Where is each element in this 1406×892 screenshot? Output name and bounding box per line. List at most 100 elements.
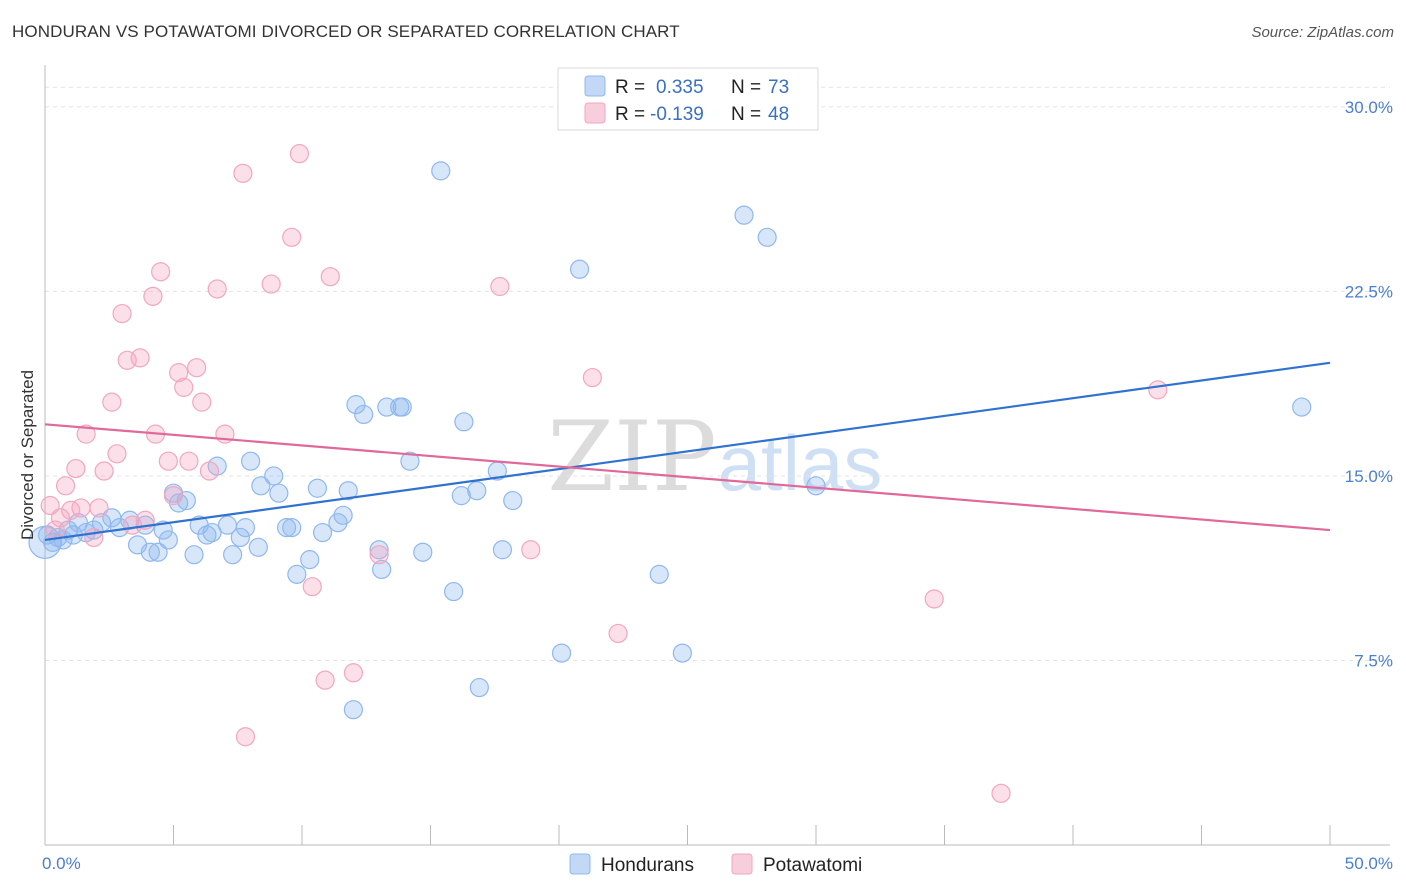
honduran-point-66 xyxy=(649,564,669,584)
potawatomi-point-13 xyxy=(112,303,132,324)
honduran-point-46 xyxy=(354,404,374,425)
potawatomi-point-33 xyxy=(261,274,281,294)
potawatomi-point-21 xyxy=(158,451,178,471)
legend-n-value-hondurans: 73 xyxy=(768,77,789,98)
honduran-point-15 xyxy=(140,542,160,562)
potawatomi-point-39 xyxy=(343,663,363,683)
honduran-point-62 xyxy=(503,490,523,511)
honduran-point-56 xyxy=(451,486,471,506)
honduran-point-57 xyxy=(454,412,474,432)
honduran-point-17 xyxy=(153,520,173,540)
potawatomi-point-20 xyxy=(151,262,171,282)
honduran-point-24 xyxy=(197,525,217,545)
potawatomi-point-12 xyxy=(107,444,127,464)
bottom-legend-label-potawatomi: Potawatomi xyxy=(763,855,862,876)
honduran-point-40 xyxy=(307,478,328,498)
potawatomi-point-11 xyxy=(102,392,122,412)
potawatomi-point-24 xyxy=(174,377,194,397)
honduran-point-72 xyxy=(28,525,62,559)
potawatomi-point-41 xyxy=(490,276,510,297)
potawatomi-point-9 xyxy=(89,498,109,518)
honduran-point-51 xyxy=(392,397,412,417)
bottom-legend-swatch-potawatomi xyxy=(731,853,753,875)
honduran-point-31 xyxy=(241,451,261,471)
potawatomi-point-31 xyxy=(233,163,253,183)
bottom-legend-swatch-hondurans xyxy=(569,853,591,875)
potawatomi-point-6 xyxy=(71,498,91,518)
legend-r-value-potawatomi: -0.139 xyxy=(650,104,704,125)
honduran-point-43 xyxy=(333,505,353,525)
honduran-point-35 xyxy=(269,483,289,503)
legend-r-label-potawatomi: R = xyxy=(615,104,645,125)
chart-title: HONDURAN VS POTAWATOMI DIVORCED OR SEPAR… xyxy=(12,22,680,41)
y-tick-label-0: 7.5% xyxy=(1354,651,1393,670)
watermark-atlas: atlas xyxy=(718,419,883,507)
potawatomi-point-43 xyxy=(582,367,603,388)
potawatomi-point-15 xyxy=(122,515,142,535)
potawatomi-point-40 xyxy=(369,545,389,565)
honduran-point-18 xyxy=(158,530,178,550)
honduran-point-30 xyxy=(235,518,256,538)
honduran-point-65 xyxy=(569,259,590,279)
honduran-point-28 xyxy=(223,545,243,565)
potawatomi-point-34 xyxy=(282,227,302,247)
honduran-point-33 xyxy=(251,476,271,496)
honduran-point-41 xyxy=(312,522,333,543)
potawatomi-point-16 xyxy=(130,348,150,368)
honduran-point-64 xyxy=(551,643,572,663)
bottom-legend-label-hondurans: Hondurans xyxy=(601,855,694,876)
honduran-point-37 xyxy=(282,518,302,538)
honduran-point-58 xyxy=(467,481,487,501)
honduran-point-34 xyxy=(264,466,284,486)
honduran-point-29 xyxy=(230,527,250,548)
potawatomi-point-42 xyxy=(521,540,541,560)
legend-swatch-hondurans xyxy=(584,75,606,97)
honduran-point-22 xyxy=(184,545,204,565)
x-tick-label-0: 0.0% xyxy=(42,854,81,873)
honduran-point-25 xyxy=(202,522,222,543)
honduran-point-44 xyxy=(338,481,358,501)
potawatomi-point-46 xyxy=(991,783,1011,803)
honduran-point-68 xyxy=(734,205,754,225)
honduran-trend-line xyxy=(44,361,1331,542)
potawatomi-point-3 xyxy=(55,476,76,496)
y-tick-label-3: 30.0% xyxy=(1345,98,1393,117)
potawatomi-point-5 xyxy=(66,458,86,479)
potawatomi-point-7 xyxy=(76,424,96,444)
potawatomi-point-2 xyxy=(50,508,71,528)
honduran-point-59 xyxy=(469,677,489,698)
honduran-point-55 xyxy=(444,581,464,602)
honduran-point-21 xyxy=(176,490,196,511)
watermark: ZIP atlas xyxy=(547,401,882,513)
potawatomi-point-47 xyxy=(1148,380,1168,400)
honduran-point-69 xyxy=(757,227,777,247)
potawatomi-point-32 xyxy=(235,727,256,747)
y-tick-label-2: 22.5% xyxy=(1345,282,1393,301)
potawatomi-point-25 xyxy=(179,451,199,471)
potawatomi-point-8 xyxy=(84,527,104,548)
honduran-point-53 xyxy=(413,542,433,562)
honduran-point-71 xyxy=(1292,397,1312,417)
potawatomi-point-38 xyxy=(320,267,340,287)
potawatomi-point-0 xyxy=(40,495,60,516)
potawatomi-point-28 xyxy=(199,461,220,481)
potawatomi-point-23 xyxy=(169,363,189,383)
trend-lines xyxy=(44,361,1331,542)
legend-n-label-hondurans: N = xyxy=(731,77,761,98)
potawatomi-point-44 xyxy=(608,623,628,644)
honduran-point-70 xyxy=(806,476,826,496)
honduran-point-32 xyxy=(248,537,268,557)
potawatomi-point-27 xyxy=(192,392,212,412)
watermark-zip: ZIP xyxy=(547,401,716,513)
y-tick-label-1: 15.0% xyxy=(1345,467,1393,486)
top-legend: R = 0.335 N = 73 R = -0.139 N = 48 xyxy=(557,67,819,131)
legend-n-value-potawatomi: 48 xyxy=(768,104,789,125)
y-axis-title: Divorced or Separated xyxy=(18,370,37,540)
potawatomi-trend-line xyxy=(44,423,1331,532)
potawatomi-point-29 xyxy=(207,279,227,299)
axes xyxy=(44,65,1390,846)
honduran-point-48 xyxy=(372,559,392,580)
legend-n-label-potawatomi: N = xyxy=(731,104,761,125)
potawatomi-point-37 xyxy=(315,670,335,690)
